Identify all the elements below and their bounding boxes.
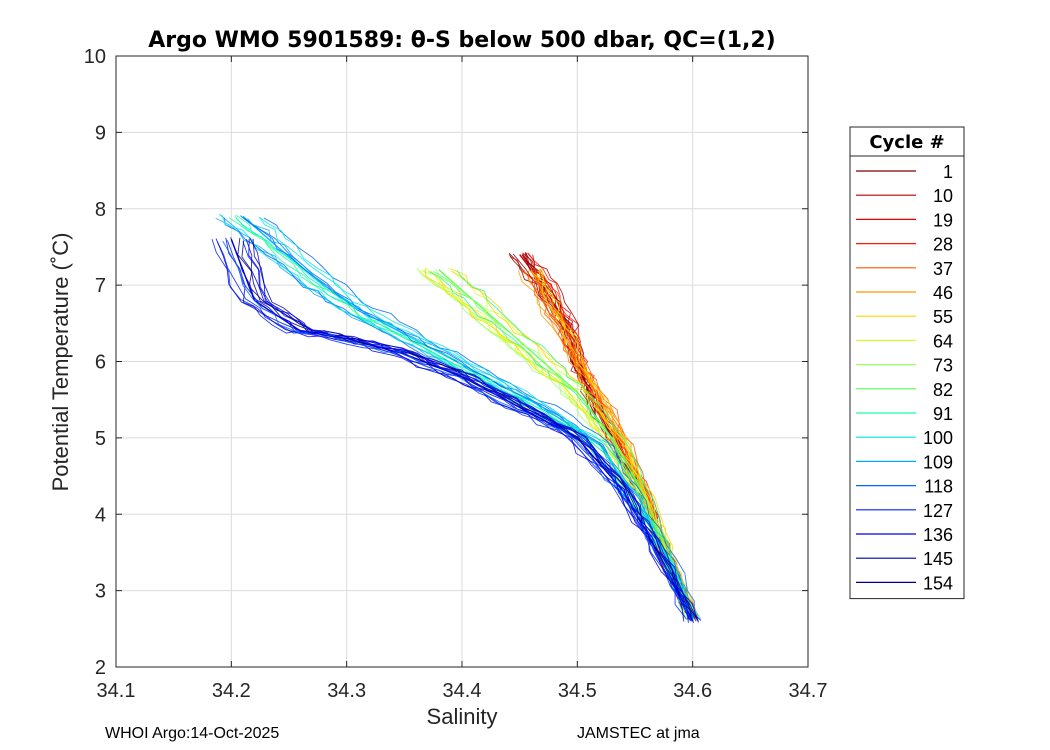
- y-tick-label: 4: [95, 504, 106, 526]
- legend-entry-label: 91: [933, 404, 953, 424]
- x-tick-label: 34.6: [673, 680, 712, 702]
- x-tick-label: 34.4: [443, 680, 482, 702]
- legend-entry-label: 1: [943, 162, 953, 182]
- y-axis-ticks: 2 3 4 5 6 7 8 9 10: [84, 46, 808, 679]
- legend-entry-label: 46: [933, 283, 953, 303]
- legend-entry-label: 118: [924, 477, 953, 497]
- x-axis-label: Salinity: [427, 704, 498, 729]
- profile-line: [541, 267, 692, 616]
- x-tick-label: 34.3: [327, 680, 366, 702]
- profile-line: [235, 214, 690, 617]
- legend-entry-label: 28: [933, 235, 953, 255]
- profile-line: [248, 238, 702, 621]
- x-tick-label: 34.7: [789, 680, 828, 702]
- y-tick-label: 3: [95, 581, 106, 603]
- legend-entry-label: 64: [933, 331, 953, 351]
- y-tick-label: 6: [95, 352, 106, 374]
- legend-entry-label: 154: [923, 573, 953, 593]
- y-tick-label: 10: [84, 46, 106, 68]
- legend-entry-label: 145: [923, 549, 953, 569]
- profile-line: [263, 217, 695, 616]
- legend-entry-label: 136: [923, 525, 953, 545]
- x-tick-label: 34.2: [212, 680, 251, 702]
- legend-entry-label: 73: [933, 356, 953, 376]
- legend-box: [849, 126, 965, 600]
- profile-line: [230, 237, 691, 621]
- legend-entry-label: 127: [923, 501, 953, 521]
- y-tick-label: 2: [95, 657, 106, 679]
- profile-line: [241, 240, 692, 621]
- y-tick-label: 9: [95, 122, 106, 144]
- profile-curves: [211, 214, 702, 624]
- footer-source: WHOI Argo:14-Oct-2025: [105, 725, 280, 742]
- legend-title: Cycle #: [869, 132, 944, 153]
- profile-line: [428, 271, 693, 620]
- y-tick-label: 7: [95, 275, 106, 297]
- legend-entry-label: 19: [933, 210, 953, 230]
- footer-credit: JAMSTEC at jma: [577, 725, 700, 742]
- profile-line: [433, 271, 696, 616]
- legend-entry-label: 100: [923, 428, 953, 448]
- legend-entry-label: 82: [933, 380, 953, 400]
- legend-entry-label: 109: [923, 452, 953, 472]
- legend: Cycle # 1 10 19 28 37 46 55 64 73 82 91 100 109 118 127…: [849, 126, 965, 600]
- profile-line: [259, 217, 701, 620]
- grid-lines: [116, 56, 808, 667]
- legend-entry-label: 10: [933, 186, 953, 206]
- y-tick-label: 5: [95, 428, 106, 450]
- profile-line: [215, 238, 685, 622]
- legend-entry-label: 37: [933, 259, 953, 279]
- y-axis-label: Potential Temperature (˚C): [48, 233, 73, 492]
- x-tick-label: 34.5: [558, 680, 597, 702]
- x-axis-ticks: 34.1 34.2 34.3 34.4 34.5 34.6 34.7: [97, 56, 828, 702]
- chart-title: Argo WMO 5901589: θ-S below 500 dbar, QC…: [148, 28, 776, 53]
- profile-line: [252, 238, 699, 621]
- x-tick-label: 34.1: [97, 680, 136, 702]
- legend-entry-label: 55: [933, 307, 953, 327]
- y-tick-label: 8: [95, 199, 106, 221]
- profile-line: [211, 238, 687, 620]
